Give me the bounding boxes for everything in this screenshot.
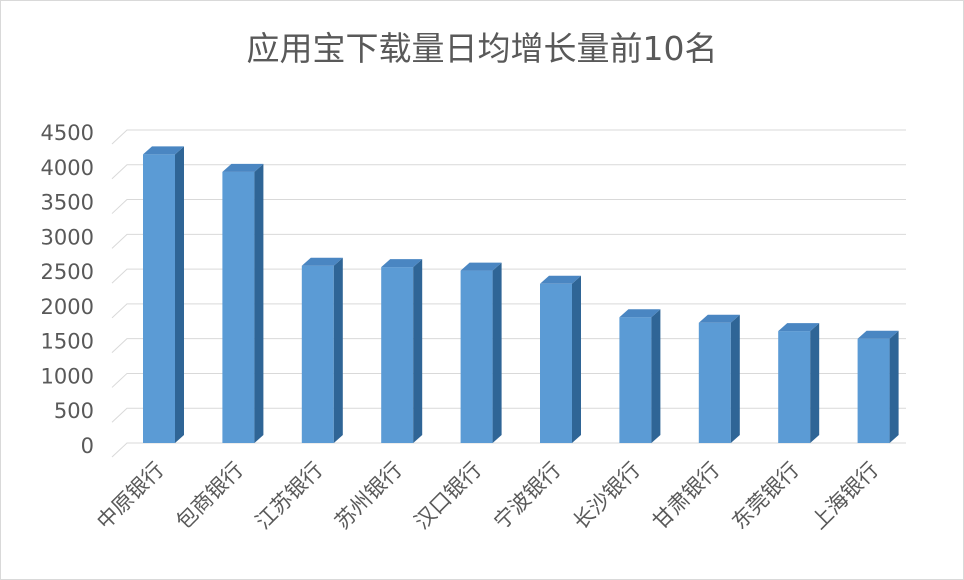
y-tick-label: 3000 <box>41 225 94 249</box>
x-category-label: 宁波银行 <box>489 458 565 534</box>
x-category-label: 苏州银行 <box>330 458 406 534</box>
y-tick-label: 2000 <box>41 295 94 319</box>
x-category-label: 长沙银行 <box>569 458 645 534</box>
x-category-label: 江苏银行 <box>251 458 327 534</box>
bar-side-face <box>651 309 661 443</box>
y-tick-label: 1000 <box>41 364 94 388</box>
bar <box>222 163 264 444</box>
bar <box>301 257 343 443</box>
bar <box>381 259 423 443</box>
bar-side-face <box>175 146 184 443</box>
x-category-label: 汉口银行 <box>410 458 486 534</box>
bar-side-face <box>889 330 899 443</box>
y-tick-label: 0 <box>81 434 94 458</box>
bar-top-face <box>698 314 740 323</box>
bar-top-face <box>778 323 820 332</box>
bar-top-face <box>301 257 343 266</box>
bar-top-face <box>857 330 899 339</box>
y-tick-label: 4000 <box>41 156 94 180</box>
bar-side-face <box>413 259 423 443</box>
bar <box>698 314 740 443</box>
gridline <box>111 268 906 284</box>
gridline <box>111 303 906 319</box>
bar-front-face <box>778 331 811 443</box>
x-category-label: 中原银行 <box>92 458 168 534</box>
bar-top-face <box>381 259 423 268</box>
gridline <box>111 442 906 458</box>
y-tick-label: 2500 <box>41 260 94 284</box>
bar-side-face <box>730 314 740 443</box>
x-category-label: 东莞银行 <box>727 458 803 534</box>
bar-front-face <box>698 322 731 443</box>
bar-side-face <box>572 275 581 443</box>
bar-front-face <box>143 154 175 443</box>
bar-top-face <box>540 275 581 284</box>
bar-top-face <box>619 309 661 318</box>
y-tick-label: 500 <box>54 399 94 423</box>
bar <box>778 323 820 443</box>
bar-top-face <box>460 262 502 271</box>
gridline <box>111 199 906 214</box>
chart-title: 应用宝下载量日均增长量前10名 <box>246 29 718 68</box>
bar-top-face <box>222 163 264 172</box>
bar-side-face <box>810 323 820 443</box>
bar <box>857 330 899 443</box>
y-tick-label: 3500 <box>41 191 94 215</box>
y-tick-label: 1500 <box>41 330 94 354</box>
x-category-label: 包商银行 <box>172 458 248 534</box>
bar-front-face <box>381 267 414 443</box>
bar <box>619 309 661 443</box>
bars <box>143 146 899 444</box>
bar-side-face <box>492 262 502 443</box>
bar-front-face <box>540 283 572 443</box>
bar <box>143 146 184 443</box>
x-axis-category-labels: 中原银行 包商银行 江苏银行 苏州银行 汉口银行 宁波银行 长沙银行 甘肃银行 东莞银行 上海银行 <box>92 458 883 534</box>
bar-side-face <box>333 257 343 443</box>
gridline <box>111 164 906 180</box>
bar-front-face <box>222 171 255 444</box>
bar-side-face <box>254 163 264 444</box>
bar-top-face <box>143 146 184 155</box>
bar-front-face <box>619 317 652 443</box>
x-category-label: 甘肃银行 <box>648 458 724 534</box>
bar-front-face <box>460 270 493 443</box>
gridline <box>111 129 906 145</box>
y-tick-label: 4500 <box>41 121 94 145</box>
bar-front-face <box>301 265 334 443</box>
x-category-label: 上海银行 <box>807 458 883 534</box>
bar-front-face <box>857 338 890 443</box>
gridline <box>111 233 906 249</box>
y-axis-tick-labels: 0 500 1000 1500 2000 2500 3000 3500 4000 4500 <box>41 121 94 458</box>
bar <box>460 262 502 443</box>
bar <box>540 275 581 443</box>
